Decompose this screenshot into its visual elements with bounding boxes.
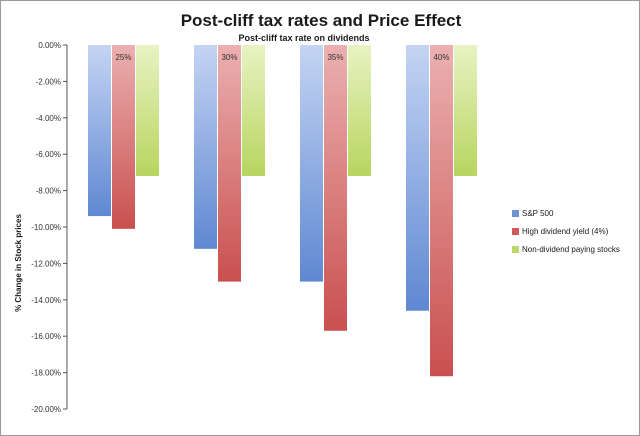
y-tick-label: -10.00% (31, 223, 61, 232)
y-axis-ticks: 0.00% -2.00% -4.00% -6.00% -8.00% -10.00% -12.… (31, 41, 67, 414)
legend-swatch (512, 210, 519, 217)
y-tick-label: -6.00% (36, 150, 61, 159)
bar (454, 45, 477, 177)
y-tick-label: -18.00% (31, 369, 61, 378)
x-axis-label: Post-cliff tax rate on dividends (238, 33, 369, 43)
y-tick-label: -12.00% (31, 259, 61, 268)
legend-swatch (512, 228, 519, 235)
bar (406, 45, 429, 311)
bar (348, 45, 371, 177)
bar (430, 45, 453, 377)
category-label: 25% (115, 53, 131, 62)
bar (242, 45, 265, 177)
bar (324, 45, 347, 331)
y-tick-label: -16.00% (31, 332, 61, 341)
legend-label: Non-dividend paying stocks (522, 245, 620, 254)
y-tick-label: 0.00% (38, 41, 61, 50)
bar (218, 45, 241, 282)
y-tick-label: -8.00% (36, 187, 61, 196)
legend-label: High dividend yield (4%) (522, 227, 609, 236)
legend: S&P 500 High dividend yield (4%) Non-divid… (512, 209, 620, 254)
y-tick-label: -2.00% (36, 77, 61, 86)
legend-swatch (512, 246, 519, 253)
bar (112, 45, 135, 229)
y-tick-label: -14.00% (31, 296, 61, 305)
y-tick-label: -20.00% (31, 405, 61, 414)
chart-title: Post-cliff tax rates and Price Effect (181, 11, 462, 30)
legend-label: S&P 500 (522, 209, 554, 218)
bars-group (88, 45, 477, 377)
category-label: 40% (433, 53, 449, 62)
category-label: 35% (327, 53, 343, 62)
bar (88, 45, 111, 217)
bar (194, 45, 217, 249)
category-label: 30% (221, 53, 237, 62)
y-tick-label: -4.00% (36, 114, 61, 123)
y-axis-label: % Change in Stock prices (14, 214, 23, 312)
bar (136, 45, 159, 177)
bar (300, 45, 323, 282)
category-labels: 25% 30% 35% 40% (115, 53, 449, 62)
